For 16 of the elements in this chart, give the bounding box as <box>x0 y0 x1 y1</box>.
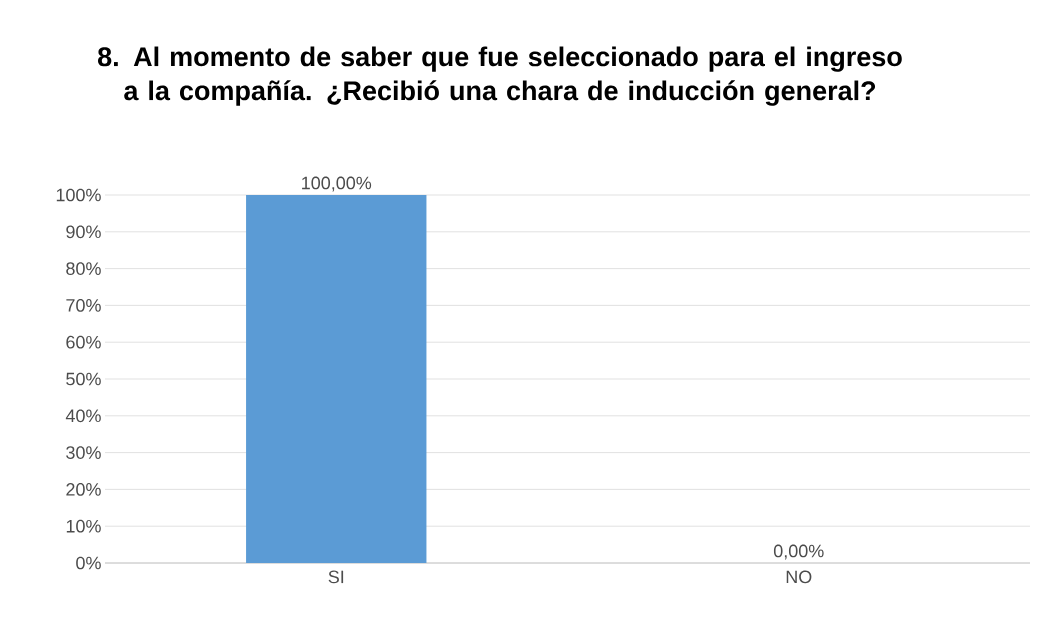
y-tick-label: 80% <box>66 262 101 275</box>
y-tick-label: 30% <box>66 446 101 459</box>
y-tick-label: 50% <box>66 372 101 386</box>
y-tick-label: 20% <box>66 483 101 496</box>
x-tick-label: SI <box>328 570 344 584</box>
data-label: 0,00% <box>773 544 824 560</box>
y-tick-label: 40% <box>65 409 101 423</box>
y-tick-label: 10% <box>66 519 101 533</box>
y-tick-label: 90% <box>66 225 101 239</box>
y-tick-label: 0% <box>76 556 101 570</box>
chart-title: 8. Al momento de saber que fue seleccionado para el ingreso a la compañía. ¿Recibió una chara de inducción general? <box>98 46 902 106</box>
x-tick-label: NO <box>786 570 812 584</box>
y-tick-label: 60% <box>66 335 101 349</box>
y-tick-label: 70% <box>66 299 101 312</box>
data-label: 100,00% <box>302 176 372 192</box>
y-tick-label: 100% <box>56 188 101 202</box>
